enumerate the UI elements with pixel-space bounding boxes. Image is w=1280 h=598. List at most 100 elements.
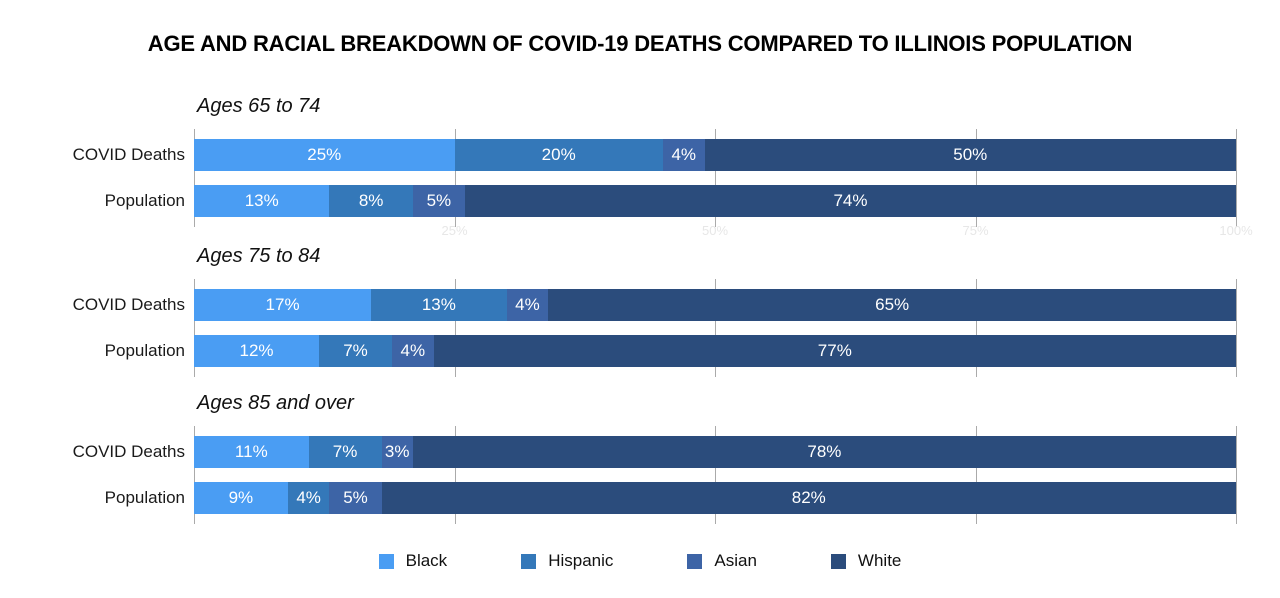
gridline bbox=[1236, 129, 1237, 227]
stacked-bar: 25% 20% 4% 50% bbox=[194, 139, 1236, 171]
bar-row: COVID Deaths 17% 13% 4% 65% bbox=[0, 289, 1280, 321]
bar-segment-asian: 5% bbox=[329, 482, 382, 514]
gridline bbox=[715, 129, 716, 227]
bar-segment-value: 65% bbox=[875, 295, 910, 314]
bar-segment-value: 8% bbox=[358, 191, 384, 210]
bar-segment-white: 82% bbox=[381, 482, 1236, 514]
bar-segment-value: 7% bbox=[332, 442, 358, 461]
gridline bbox=[454, 279, 456, 377]
bar-segment-value: 77% bbox=[817, 341, 852, 360]
stacked-bar: 9% 4% 5% 82% bbox=[194, 482, 1236, 514]
bar-segment-black: 12% bbox=[194, 335, 320, 367]
bar-segment-value: 13% bbox=[421, 295, 456, 314]
gridline bbox=[194, 279, 195, 377]
gridline bbox=[194, 129, 195, 227]
bar-segment-asian: 3% bbox=[381, 436, 413, 468]
age-group-section: Ages 65 to 74 COVID Deaths 25% 20% 4% 50% Popu… bbox=[0, 93, 1280, 238]
bar-rows: COVID Deaths 11% 7% 3% 78% Population 9% 4% 5% 82… bbox=[0, 426, 1280, 524]
bar-segment-value: 5% bbox=[343, 488, 368, 507]
bar-segment-asian: 5% bbox=[412, 185, 465, 217]
row-label: COVID Deaths bbox=[72, 145, 185, 164]
bar-segment-white: 78% bbox=[412, 436, 1236, 468]
chart-title: AGE AND RACIAL BREAKDOWN OF COVID-19 DEA… bbox=[147, 31, 1133, 56]
legend-swatch-white bbox=[830, 553, 846, 569]
bar-segment-asian: 4% bbox=[391, 335, 434, 367]
bar-segment-value: 4% bbox=[671, 145, 697, 164]
bar-segment-hispanic: 8% bbox=[329, 185, 413, 217]
gridline bbox=[454, 129, 456, 227]
legend-item-hispanic: Hispanic bbox=[521, 551, 613, 571]
bar-segment-value: 17% bbox=[265, 295, 300, 314]
age-group-header: Ages 85 and over bbox=[197, 392, 354, 414]
stacked-bar: 13% 8% 5% 74% bbox=[194, 185, 1236, 217]
bar-row: Population 9% 4% 5% 82% bbox=[0, 482, 1280, 514]
bar-segment-hispanic: 13% bbox=[371, 289, 507, 321]
age-group-header: Ages 65 to 74 bbox=[197, 95, 321, 117]
stacked-bar: 17% 13% 4% 65% bbox=[194, 289, 1236, 321]
bar-segment-hispanic: 4% bbox=[287, 482, 330, 514]
bar-segment-asian: 4% bbox=[662, 139, 705, 171]
bar-segment-value: 4% bbox=[296, 488, 321, 507]
row-label: Population bbox=[104, 191, 185, 210]
bar-segment-value: 12% bbox=[239, 341, 274, 360]
bar-segment-value: 25% bbox=[307, 145, 342, 164]
gridline bbox=[715, 426, 716, 524]
axis-tick-label: 75% bbox=[962, 223, 989, 238]
gridline bbox=[1236, 426, 1237, 524]
bar-segment-value: 4% bbox=[515, 295, 540, 314]
bar-segment-value: 4% bbox=[400, 341, 426, 360]
legend-item-black: Black bbox=[378, 551, 448, 571]
gridline bbox=[975, 129, 977, 227]
bar-segment-black: 11% bbox=[194, 436, 309, 468]
age-group-section: Ages 75 to 84 COVID Deaths 17% 13% 4% 65% Popu… bbox=[0, 243, 1280, 377]
bar-segment-value: 3% bbox=[384, 442, 410, 461]
bar-segment-value: 20% bbox=[541, 145, 576, 164]
gridline bbox=[454, 426, 456, 524]
gridline bbox=[194, 426, 195, 524]
chart-legend: Black Hispanic Asian White bbox=[0, 550, 1280, 572]
axis-tick-label: 25% bbox=[441, 223, 468, 238]
bar-segment-value: 9% bbox=[228, 488, 254, 507]
bar-segment-black: 13% bbox=[194, 185, 330, 217]
bar-segment-value: 82% bbox=[791, 488, 826, 507]
bar-segment-black: 25% bbox=[194, 139, 455, 171]
legend-label: White bbox=[857, 551, 902, 570]
legend-item-asian: Asian bbox=[687, 551, 757, 571]
bar-segment-asian: 4% bbox=[506, 289, 549, 321]
bar-segment-white: 74% bbox=[464, 185, 1236, 217]
bar-row: Population 12% 7% 4% 77% bbox=[0, 335, 1280, 367]
bar-segment-black: 9% bbox=[194, 482, 288, 514]
row-label: COVID Deaths bbox=[72, 442, 185, 461]
legend-label: Black bbox=[405, 551, 448, 570]
row-label: Population bbox=[104, 488, 185, 507]
row-label: COVID Deaths bbox=[72, 295, 185, 314]
bar-segment-black: 17% bbox=[194, 289, 372, 321]
bar-segment-value: 74% bbox=[833, 191, 868, 210]
row-label: Population bbox=[104, 341, 185, 360]
bar-segment-white: 77% bbox=[433, 335, 1236, 367]
legend-label: Asian bbox=[714, 551, 757, 570]
bar-row: COVID Deaths 25% 20% 4% 50% bbox=[0, 139, 1280, 171]
bar-segment-white: 65% bbox=[548, 289, 1236, 321]
bar-segment-value: 13% bbox=[244, 191, 279, 210]
bar-segment-value: 50% bbox=[953, 145, 988, 164]
gridline bbox=[715, 279, 716, 377]
legend-label: Hispanic bbox=[548, 551, 614, 570]
gridline bbox=[975, 279, 977, 377]
bar-segment-hispanic: 20% bbox=[454, 139, 663, 171]
bar-segment-hispanic: 7% bbox=[308, 436, 382, 468]
legend-item-white: White bbox=[830, 551, 902, 571]
bar-rows: COVID Deaths 25% 20% 4% 50% Population 13% 8% 5%… bbox=[0, 129, 1280, 238]
age-group-header: Ages 75 to 84 bbox=[197, 245, 321, 267]
bar-rows: COVID Deaths 17% 13% 4% 65% Population 12% 7% 4%… bbox=[0, 279, 1280, 377]
axis-tick-label: 50% bbox=[701, 223, 729, 238]
legend-swatch-black bbox=[378, 553, 394, 569]
axis-tick-label: 100% bbox=[1219, 223, 1253, 238]
gridline bbox=[1236, 279, 1237, 377]
bar-row: Population 13% 8% 5% 74% bbox=[0, 185, 1280, 217]
bar-segment-value: 11% bbox=[234, 442, 268, 461]
stacked-bar: 11% 7% 3% 78% bbox=[194, 436, 1236, 468]
stacked-bar: 12% 7% 4% 77% bbox=[194, 335, 1236, 367]
bar-segment-value: 5% bbox=[426, 191, 452, 210]
